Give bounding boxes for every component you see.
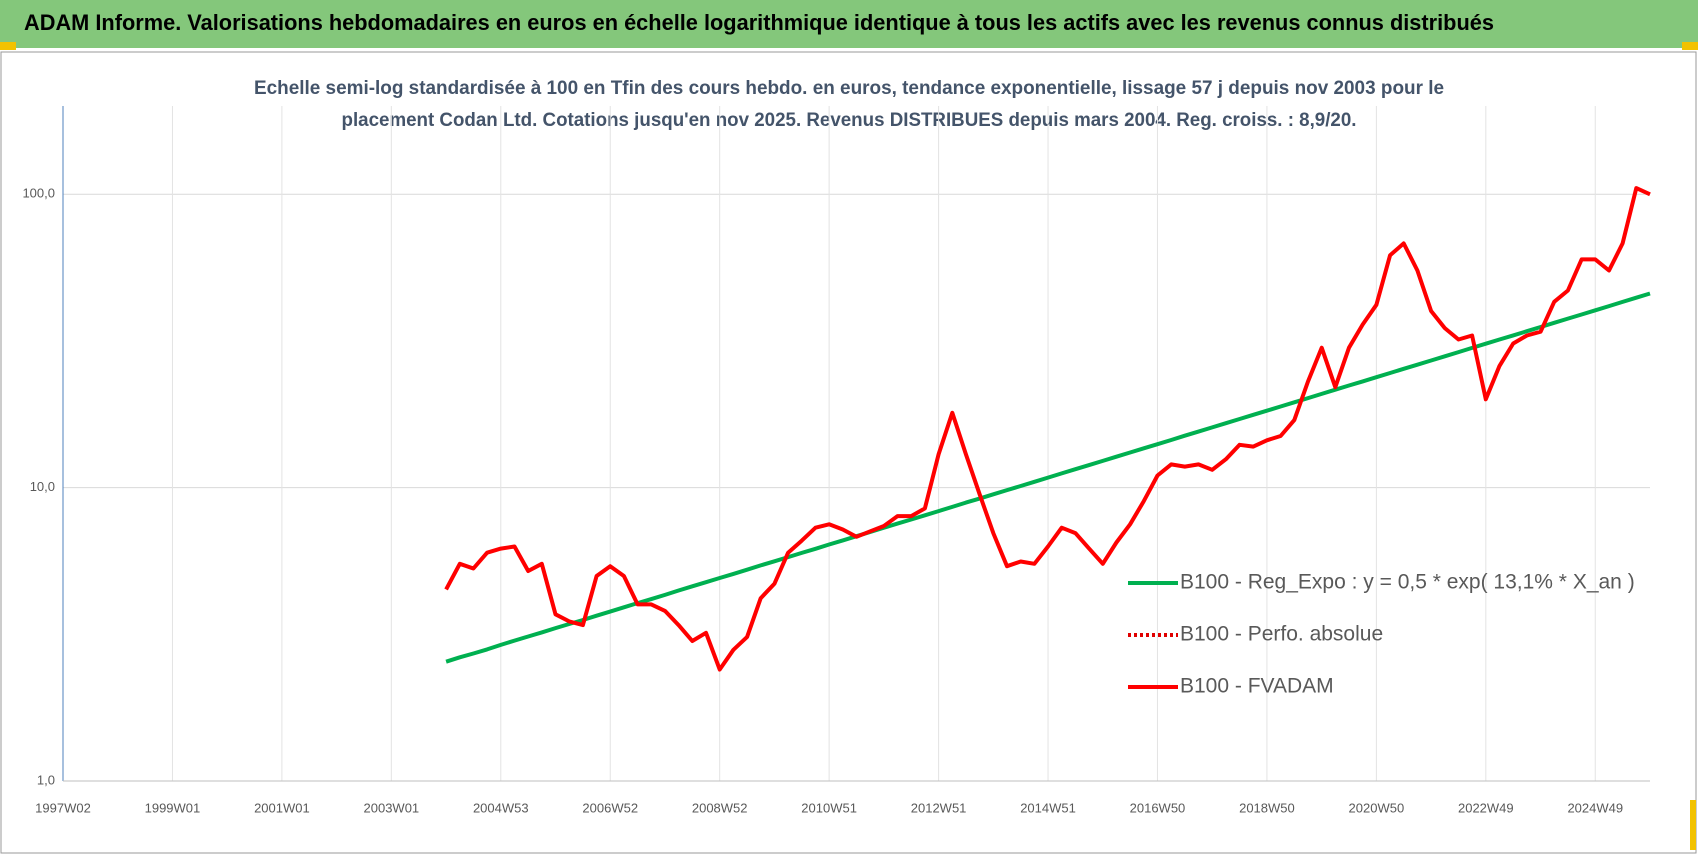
x-tick-label: 2012W51 <box>911 800 967 815</box>
corner-mark <box>1690 800 1696 850</box>
x-tick-label: 2024W49 <box>1567 800 1623 815</box>
y-tick-label: 100,0 <box>22 186 55 201</box>
chart-subtitle: placement Codan Ltd. Cotations jusqu'en … <box>342 110 1357 131</box>
corner-mark <box>1682 42 1698 50</box>
series-line <box>444 186 1651 672</box>
y-tick-label: 1,0 <box>37 772 55 787</box>
x-tick-label: 2022W49 <box>1458 800 1514 815</box>
series-line <box>445 291 1651 664</box>
x-tick-label: 2018W50 <box>1239 800 1295 815</box>
x-tick-label: 1999W01 <box>145 800 201 815</box>
y-tick-label: 10,0 <box>30 479 55 494</box>
x-tick-label: 2006W52 <box>582 800 638 815</box>
legend-label: B100 - Reg_Expo : y = 0,5 * exp( 13,1% *… <box>1180 571 1635 594</box>
chart-title: ADAM Informe. Valorisations hebdomadaire… <box>24 10 1494 35</box>
x-tick-label: 2010W51 <box>801 800 857 815</box>
legend-label: B100 - FVADAM <box>1180 675 1334 698</box>
legend-label: B100 - Perfo. absolue <box>1180 623 1383 646</box>
corner-mark <box>0 42 16 50</box>
x-tick-label: 2020W50 <box>1349 800 1405 815</box>
x-tick-label: 2016W50 <box>1130 800 1186 815</box>
x-tick-label: 2004W53 <box>473 800 529 815</box>
x-tick-label: 1997W02 <box>35 800 91 815</box>
x-tick-label: 2003W01 <box>364 800 420 815</box>
title-bar <box>0 0 1698 48</box>
chart-frame <box>0 51 1697 854</box>
x-tick-label: 2014W51 <box>1020 800 1076 815</box>
chart-subtitle: Echelle semi-log standardisée à 100 en T… <box>254 78 1444 99</box>
x-tick-label: 2008W52 <box>692 800 748 815</box>
x-tick-label: 2001W01 <box>254 800 310 815</box>
